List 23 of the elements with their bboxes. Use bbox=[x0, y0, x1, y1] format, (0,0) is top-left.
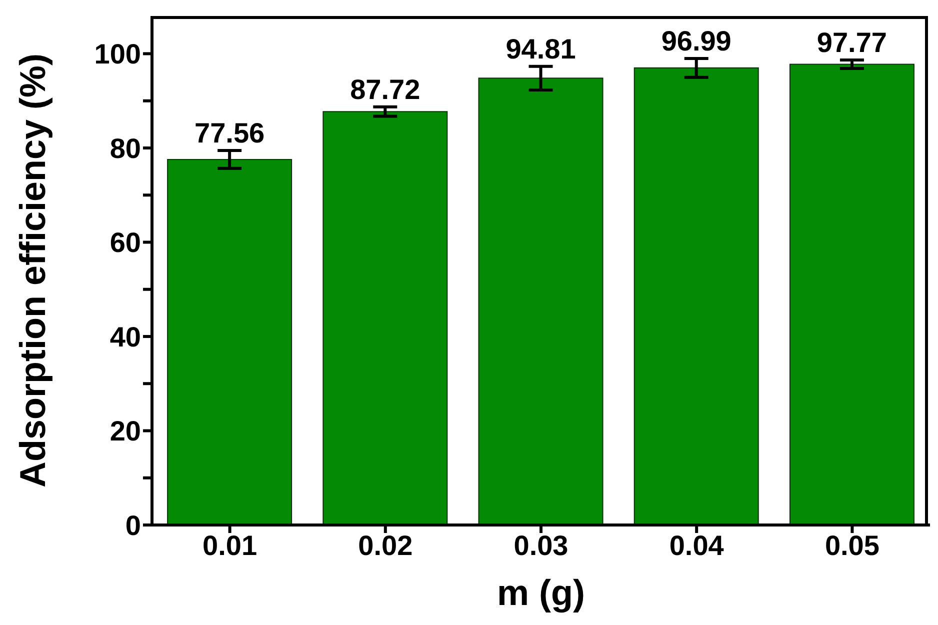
y-tick-label: 0 bbox=[125, 510, 141, 541]
data-label: 97.77 bbox=[816, 26, 887, 58]
y-tick-label: 80 bbox=[110, 132, 141, 164]
y-tick-label: 20 bbox=[110, 416, 141, 447]
bar bbox=[167, 158, 292, 525]
y-tick-label: 100 bbox=[94, 38, 141, 70]
x-tick-label: 0.03 bbox=[514, 530, 568, 561]
x-tick-label: 0.05 bbox=[824, 530, 880, 561]
data-label: 87.72 bbox=[350, 74, 420, 105]
data-label: 77.56 bbox=[194, 118, 265, 149]
bar bbox=[478, 78, 604, 525]
x-tick-label: 0.04 bbox=[669, 530, 724, 561]
x-axis-title: m (g) bbox=[497, 572, 585, 613]
bar bbox=[789, 64, 914, 525]
x-tick-label: 0.01 bbox=[202, 530, 258, 561]
y-axis-title: Adsorption efficiency (%) bbox=[12, 53, 53, 488]
y-tick-label: 60 bbox=[110, 227, 141, 258]
bar bbox=[322, 111, 448, 525]
data-label: 94.81 bbox=[506, 33, 576, 64]
x-tick-label: 0.02 bbox=[358, 530, 413, 561]
bar bbox=[634, 67, 759, 525]
y-tick-label: 40 bbox=[110, 321, 141, 352]
data-label: 96.99 bbox=[661, 25, 732, 56]
